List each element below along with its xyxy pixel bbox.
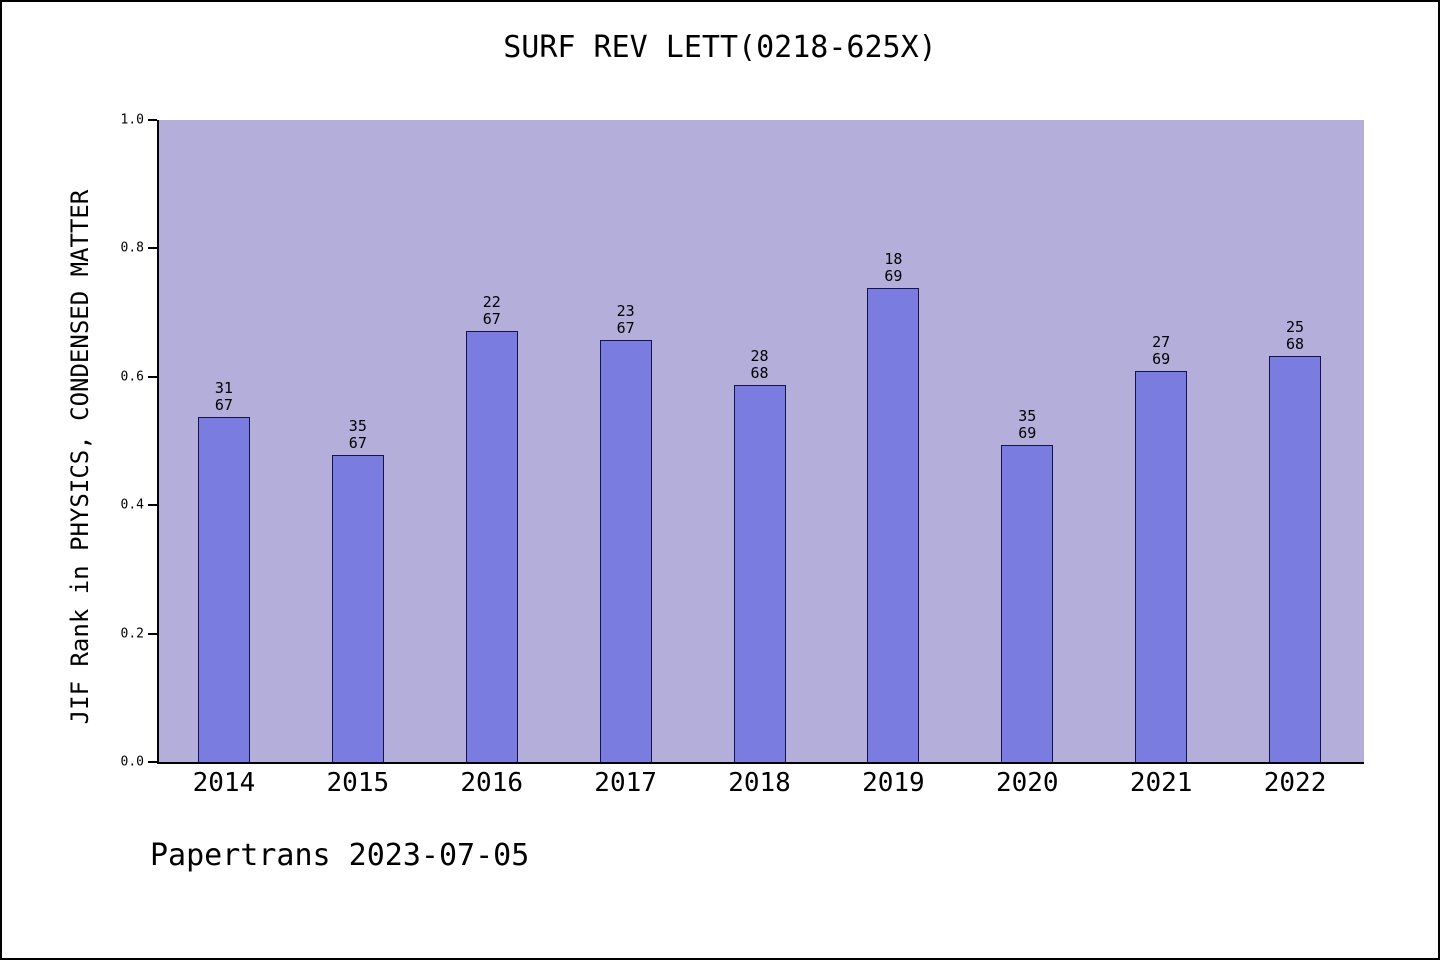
y-tick-label: 0.6 xyxy=(120,369,144,385)
x-tick-label: 2022 xyxy=(1263,768,1327,798)
bar xyxy=(197,417,250,762)
bar xyxy=(599,340,652,762)
y-tick-label: 1.0 xyxy=(120,112,144,128)
y-tick-label: 0.0 xyxy=(120,754,144,770)
bar xyxy=(1001,445,1054,762)
y-tick-mark xyxy=(148,119,157,121)
bar xyxy=(465,330,518,762)
bar xyxy=(867,287,920,762)
y-tick-mark xyxy=(148,375,157,378)
bar-value-label: 31 67 xyxy=(214,379,233,415)
x-tick-label: 2019 xyxy=(862,768,925,798)
x-tick-label: 2020 xyxy=(995,768,1059,798)
x-tick-label: 2018 xyxy=(728,768,791,798)
y-tick-label: 0.2 xyxy=(120,626,144,642)
y-tick-mark xyxy=(148,632,157,635)
chart-title: SURF REV LETT(0218-625X) xyxy=(503,30,937,65)
bar-value-label: 23 67 xyxy=(616,302,635,338)
bar-value-label: 28 68 xyxy=(750,346,769,382)
x-tick-label: 2017 xyxy=(594,768,657,798)
bar-value-label: 35 67 xyxy=(348,417,367,453)
y-tick-label: 0.8 xyxy=(120,240,144,256)
bar-value-label: 18 69 xyxy=(884,249,903,285)
y-tick-mark xyxy=(148,761,157,763)
bar-value-label: 35 69 xyxy=(1018,407,1037,443)
y-axis-label: JIF Rank in PHYSICS, CONDENSED MATTER xyxy=(66,189,94,725)
y-tick-label: 0.4 xyxy=(120,497,144,513)
bar xyxy=(733,384,786,762)
x-tick-label: 2015 xyxy=(326,768,390,798)
bar xyxy=(1135,371,1188,762)
bar-value-label: 22 67 xyxy=(482,292,501,328)
bar xyxy=(1269,356,1322,762)
x-tick-label: 2016 xyxy=(460,768,524,798)
footer-text: Papertrans 2023-07-05 xyxy=(150,838,530,873)
y-tick-mark xyxy=(148,247,157,250)
y-tick-mark xyxy=(148,504,157,507)
x-tick-label: 2021 xyxy=(1129,768,1193,798)
bar-value-label: 27 69 xyxy=(1152,333,1171,369)
bar-value-label: 25 68 xyxy=(1286,318,1305,354)
x-tick-label: 2014 xyxy=(192,768,256,798)
bar xyxy=(331,455,384,762)
